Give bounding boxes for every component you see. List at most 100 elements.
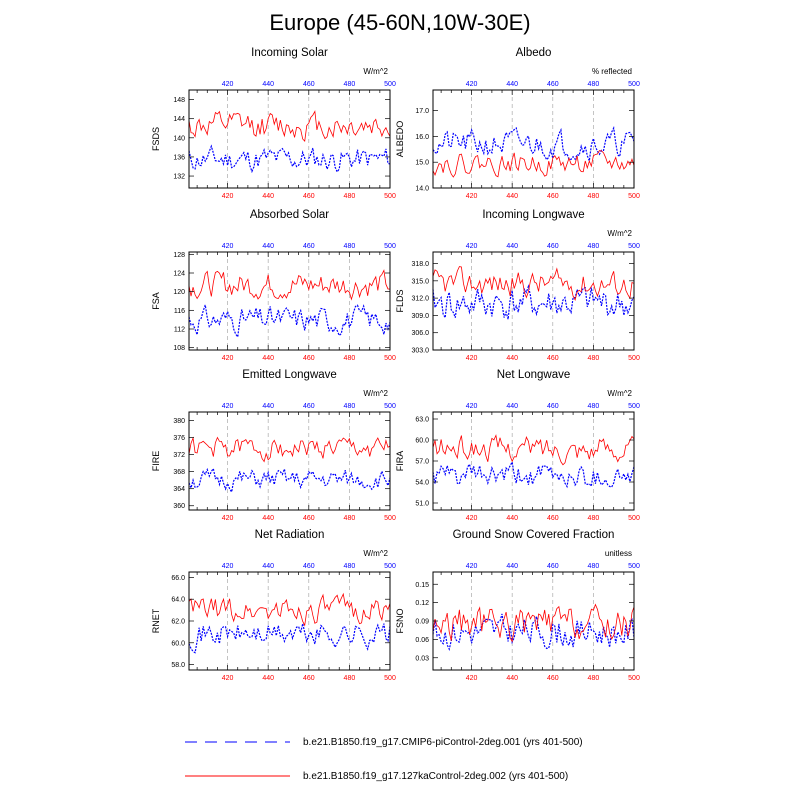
x-tick-label-bottom: 440 <box>262 515 274 522</box>
x-tick-label-top: 480 <box>588 81 600 88</box>
legend-label-a: b.e21.B1850.f19_g17.CMIP6-piControl-2deg… <box>303 737 583 748</box>
y-tick-label: 62.0 <box>171 619 185 626</box>
x-tick-label-bottom: 500 <box>628 355 640 362</box>
series-line-b <box>188 592 391 627</box>
x-tick-label-top: 440 <box>262 403 274 410</box>
x-tick-label-top: 480 <box>588 243 600 250</box>
panel-title: Absorbed Solar <box>250 209 329 221</box>
y-axis-label: FIRE <box>151 451 161 472</box>
y-axis-label: FIRA <box>395 451 405 472</box>
x-tick-label-top: 460 <box>303 403 315 410</box>
x-tick-label-top: 420 <box>222 563 234 570</box>
y-tick-label: 144 <box>173 116 185 123</box>
plot-frame <box>432 251 635 351</box>
x-tick-label-bottom: 500 <box>628 675 640 682</box>
x-tick-label-bottom: 460 <box>303 675 315 682</box>
units-label: W/m^2 <box>363 67 388 76</box>
plot-frame <box>188 411 391 511</box>
x-tick-label-top: 460 <box>303 243 315 250</box>
y-tick-label: 372 <box>173 452 185 459</box>
y-tick-label: 128 <box>173 252 185 259</box>
y-tick-label: 312.0 <box>411 296 429 303</box>
x-tick-label-bottom: 480 <box>588 193 600 200</box>
x-tick-label-bottom: 440 <box>262 193 274 200</box>
series-line-a <box>188 144 391 174</box>
x-tick-label-bottom: 420 <box>466 675 478 682</box>
x-tick-label-top: 460 <box>547 563 559 570</box>
x-tick-label-top: 440 <box>262 563 274 570</box>
y-tick-label: 116 <box>174 308 185 315</box>
plot-frame <box>188 571 391 671</box>
y-tick-label: 368 <box>173 469 185 476</box>
x-tick-label-bottom: 440 <box>506 193 518 200</box>
panel-albedo: Albedo % reflected ALBEDO 420 420 440 440 460 46… <box>395 47 640 200</box>
x-tick-label-top: 480 <box>588 563 600 570</box>
series-line-a <box>432 613 635 651</box>
x-tick-label-bottom: 500 <box>384 675 396 682</box>
x-tick-label-bottom: 420 <box>222 193 234 200</box>
x-tick-label-top: 500 <box>384 403 396 410</box>
x-tick-label-bottom: 440 <box>506 515 518 522</box>
y-tick-label: 0.09 <box>415 619 429 626</box>
x-tick-label-bottom: 480 <box>344 355 356 362</box>
x-tick-label-top: 500 <box>628 403 640 410</box>
page-title: Europe (45-60N,10W-30E) <box>269 10 531 35</box>
y-axis-label: FLDS <box>395 289 405 312</box>
y-tick-label: 0.15 <box>415 582 429 589</box>
x-tick-label-top: 480 <box>344 243 356 250</box>
panel-title: Net Longwave <box>497 369 571 381</box>
y-axis-label: ALBEDO <box>395 121 405 158</box>
x-tick-label-top: 420 <box>222 243 234 250</box>
y-tick-label: 124 <box>173 271 185 278</box>
y-tick-label: 0.12 <box>415 600 429 607</box>
y-tick-label: 66.0 <box>171 575 185 582</box>
y-axis-label: RNET <box>151 608 161 633</box>
units-label: W/m^2 <box>363 549 388 558</box>
panel-fsno: Ground Snow Covered Fraction unitless FSNO… <box>395 529 640 682</box>
y-tick-label: 17.0 <box>415 108 429 115</box>
x-tick-label-top: 440 <box>506 243 518 250</box>
y-tick-label: 108 <box>173 345 185 352</box>
series-line-a <box>188 304 391 339</box>
series-line-a <box>432 125 635 164</box>
x-tick-label-top: 460 <box>547 403 559 410</box>
y-tick-label: 58.0 <box>171 662 185 669</box>
x-tick-label-top: 480 <box>344 403 356 410</box>
series-line-b <box>188 436 391 463</box>
x-tick-label-bottom: 480 <box>344 193 356 200</box>
series-line-b <box>432 434 635 466</box>
x-tick-label-bottom: 420 <box>222 675 234 682</box>
series-line-b <box>432 150 635 178</box>
y-tick-label: 0.03 <box>415 655 429 662</box>
panel-fsds: Incoming Solar W/m^2 FSDS 420 420 440 440 460 46… <box>151 47 396 200</box>
x-tick-label-top: 480 <box>344 563 356 570</box>
series-line-b <box>188 269 391 301</box>
x-tick-label-top: 480 <box>344 81 356 88</box>
x-tick-label-bottom: 460 <box>547 675 559 682</box>
x-tick-label-bottom: 460 <box>547 515 559 522</box>
y-tick-label: 315.0 <box>411 278 429 285</box>
y-axis-label: FSNO <box>395 608 405 633</box>
panel-fira: Net Longwave W/m^2 FIRA 420 420 440 440 460 460 4… <box>395 369 640 522</box>
x-tick-label-top: 440 <box>506 403 518 410</box>
series-line-b <box>432 603 635 643</box>
x-tick-label-top: 420 <box>466 81 478 88</box>
units-label: W/m^2 <box>363 389 388 398</box>
x-tick-label-bottom: 420 <box>466 355 478 362</box>
x-tick-label-top: 500 <box>384 243 396 250</box>
x-tick-label-bottom: 500 <box>384 355 396 362</box>
x-tick-label-top: 420 <box>466 243 478 250</box>
x-tick-label-bottom: 480 <box>588 515 600 522</box>
y-tick-label: 148 <box>173 97 185 104</box>
y-tick-label: 132 <box>173 174 185 181</box>
units-label: % reflected <box>592 67 632 76</box>
plot-frame <box>432 571 635 671</box>
y-tick-label: 140 <box>173 135 185 142</box>
x-tick-label-top: 420 <box>222 81 234 88</box>
series-line-b <box>188 110 391 142</box>
x-tick-label-top: 500 <box>384 563 396 570</box>
x-tick-label-top: 480 <box>588 403 600 410</box>
x-tick-label-bottom: 440 <box>506 675 518 682</box>
x-tick-label-bottom: 480 <box>344 675 356 682</box>
plot-frame <box>188 89 391 189</box>
